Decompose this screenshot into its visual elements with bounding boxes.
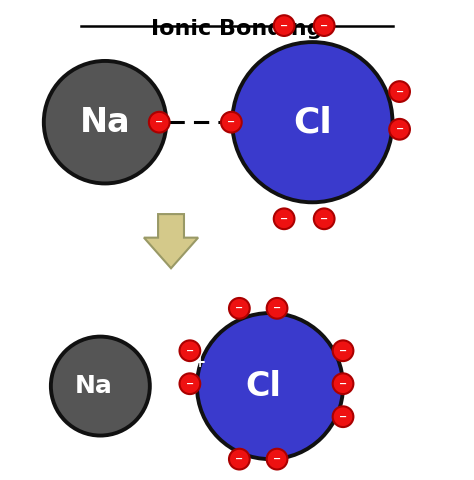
Text: Na: Na	[80, 106, 130, 139]
Text: Cl: Cl	[293, 105, 332, 139]
Text: −: −	[320, 21, 328, 31]
Circle shape	[274, 208, 294, 229]
Text: −: −	[186, 346, 194, 356]
Circle shape	[389, 119, 410, 140]
Circle shape	[389, 81, 410, 102]
Text: −: −	[339, 412, 347, 422]
Text: −: −	[235, 454, 244, 464]
Text: −: −	[155, 117, 164, 127]
Circle shape	[274, 15, 294, 36]
Circle shape	[229, 449, 250, 469]
Circle shape	[180, 373, 200, 394]
Circle shape	[333, 340, 354, 361]
Text: −: −	[235, 303, 244, 313]
Text: Ionic Bonding: Ionic Bonding	[151, 19, 323, 38]
Circle shape	[180, 340, 200, 361]
Circle shape	[232, 42, 392, 202]
Circle shape	[267, 449, 287, 469]
Circle shape	[197, 313, 343, 459]
Text: −: −	[186, 379, 194, 389]
Text: −: −	[339, 379, 347, 389]
Circle shape	[44, 61, 166, 183]
Text: −: −	[273, 303, 281, 313]
Circle shape	[314, 15, 335, 36]
Text: −: −	[227, 117, 236, 127]
Text: −: −	[394, 341, 410, 360]
Text: −: −	[395, 124, 404, 134]
Text: −: −	[280, 21, 288, 31]
Circle shape	[149, 112, 170, 132]
Circle shape	[51, 336, 150, 435]
Circle shape	[267, 298, 287, 319]
Circle shape	[333, 373, 354, 394]
Text: −: −	[273, 454, 281, 464]
Text: −: −	[320, 214, 328, 224]
FancyArrow shape	[144, 214, 198, 268]
Circle shape	[333, 407, 354, 427]
Text: Cl: Cl	[245, 370, 281, 403]
Text: Na: Na	[74, 374, 112, 398]
Circle shape	[221, 112, 242, 132]
Text: −: −	[395, 86, 404, 96]
Text: −: −	[280, 214, 288, 224]
Circle shape	[229, 298, 250, 319]
Text: −: −	[339, 346, 347, 356]
Circle shape	[314, 208, 335, 229]
Text: +: +	[194, 355, 206, 370]
